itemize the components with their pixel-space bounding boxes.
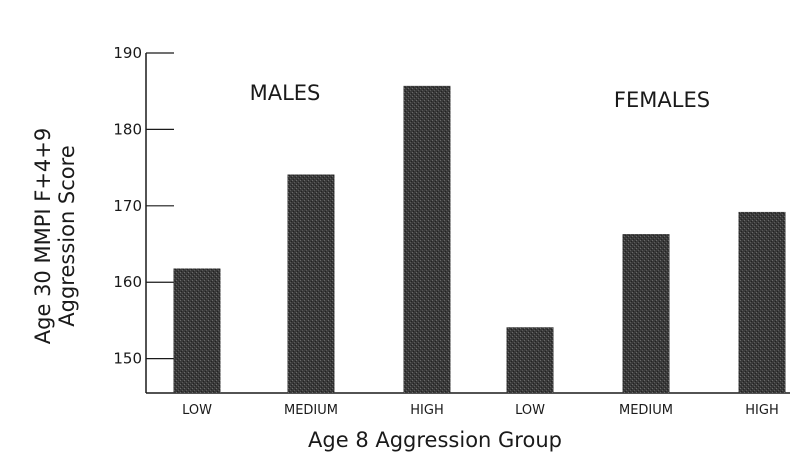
group-label-females: FEMALES xyxy=(614,88,710,112)
bar xyxy=(738,211,786,393)
y-tick-label: 170 xyxy=(113,197,142,215)
y-axis: 150 160 170 180 190 xyxy=(113,44,174,393)
y-tick-label: 150 xyxy=(113,350,142,368)
y-tick-label: 160 xyxy=(113,273,142,291)
group-label-males: MALES xyxy=(250,81,321,105)
y-tick-label: 190 xyxy=(113,44,142,62)
x-tick-label: MEDIUM xyxy=(619,403,673,418)
x-tick-label: MEDIUM xyxy=(284,403,338,418)
y-axis-title-line-2: Aggression Score xyxy=(55,145,79,326)
x-tick-label: HIGH xyxy=(745,403,778,418)
category-labels: LOW MEDIUM HIGH LOW MEDIUM HIGH xyxy=(182,403,779,418)
x-axis-title: Age 8 Aggression Group xyxy=(308,428,562,452)
y-axis-title: Age 30 MMPI F+4+9 Aggression Score xyxy=(31,128,79,344)
x-tick-label: HIGH xyxy=(410,403,443,418)
x-tick-label: LOW xyxy=(182,403,212,418)
bar xyxy=(173,268,221,393)
bar xyxy=(622,234,670,393)
bar xyxy=(287,174,335,393)
bars xyxy=(173,85,786,393)
x-tick-label: LOW xyxy=(515,403,545,418)
bar xyxy=(506,327,554,393)
bar xyxy=(403,85,451,393)
y-tick-label: 180 xyxy=(113,120,142,138)
y-axis-title-line-1: Age 30 MMPI F+4+9 xyxy=(31,128,55,344)
y-ticks: 150 160 170 180 190 xyxy=(113,44,174,368)
